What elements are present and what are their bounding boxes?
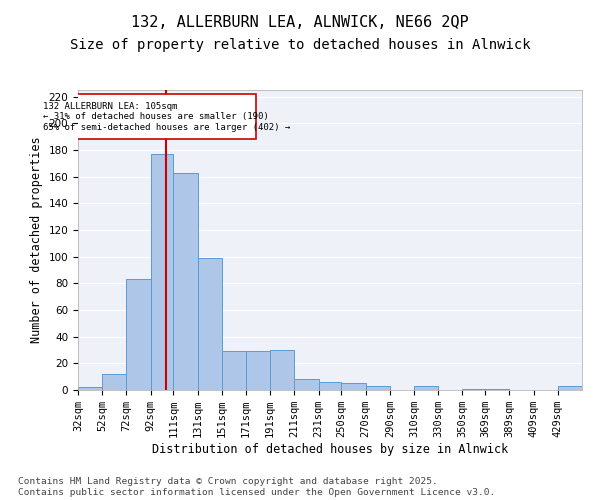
Bar	[127, 280, 151, 390]
FancyBboxPatch shape	[77, 94, 256, 140]
Bar	[485, 388, 509, 390]
Y-axis label: Number of detached properties: Number of detached properties	[30, 136, 43, 344]
Bar	[295, 380, 319, 390]
Text: Contains HM Land Registry data © Crown copyright and database right 2025.
Contai: Contains HM Land Registry data © Crown c…	[18, 478, 495, 497]
Bar	[319, 382, 341, 390]
Bar	[414, 386, 438, 390]
X-axis label: Distribution of detached houses by size in Alnwick: Distribution of detached houses by size …	[152, 443, 508, 456]
Bar	[173, 172, 197, 390]
Bar	[78, 388, 102, 390]
Bar	[270, 350, 295, 390]
Bar	[463, 388, 485, 390]
Bar	[151, 154, 173, 390]
Bar	[341, 384, 365, 390]
Bar	[197, 258, 222, 390]
Bar	[246, 352, 270, 390]
Text: 132, ALLERBURN LEA, ALNWICK, NE66 2QP: 132, ALLERBURN LEA, ALNWICK, NE66 2QP	[131, 15, 469, 30]
Text: 132 ALLERBURN LEA: 105sqm
← 31% of detached houses are smaller (190)
65% of semi: 132 ALLERBURN LEA: 105sqm ← 31% of detac…	[43, 102, 290, 132]
Bar	[102, 374, 127, 390]
Bar	[558, 386, 582, 390]
Text: Size of property relative to detached houses in Alnwick: Size of property relative to detached ho…	[70, 38, 530, 52]
Bar	[222, 352, 246, 390]
Bar	[365, 386, 390, 390]
